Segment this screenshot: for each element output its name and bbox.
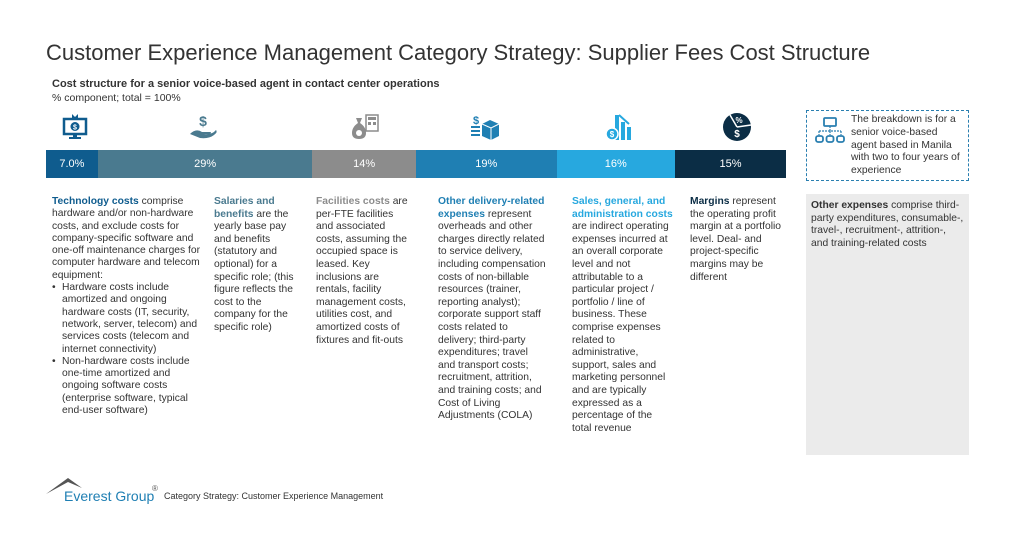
footer: Everest Group ® Category Strategy: Custo… [46,476,446,506]
svg-text:$: $ [610,130,615,139]
other-expenses-box: Other expenses comprise third-party expe… [806,194,969,455]
money-bag-calculator-icon [352,114,379,139]
bar-segment: 15% [675,150,786,178]
chart-unit-note: % component; total = 100% [52,92,181,104]
column-heading: Margins [690,196,730,207]
svg-text:$: $ [199,113,207,129]
svg-text:$: $ [73,125,77,132]
org-chart-icon [815,117,845,143]
column-text: are per-FTE facilities and associated co… [316,196,408,346]
bar-segment: 29% [97,150,313,178]
bullet-item: Hardware costs include amortized and ong… [52,282,207,356]
column-text: represent overheads and other charges di… [438,208,546,422]
brand-logo: Everest Group [64,488,155,504]
column-heading: Technology costs [52,196,139,207]
monitor-dollar-icon: $ [62,114,88,139]
bullet-item: Non-hardware costs include one-time amor… [52,356,207,417]
column-other-delivery: Other delivery-related expenses represen… [438,196,546,423]
chart-subtitle: Cost structure for a senior voice-based … [52,78,440,90]
scope-note: The breakdown is for a senior voice-base… [806,110,969,181]
dollar-box-icon: $ [471,115,500,140]
column-text: represent the operating profit margin at… [690,196,782,283]
column-margins: Margins represent the operating profit m… [690,196,790,284]
column-heading: Salaries and benefits [214,196,275,220]
column-heading: Other delivery-related expenses [438,196,545,220]
svg-text:%: % [735,116,742,125]
column-heading: Facilities costs [316,196,390,207]
other-heading: Other expenses [811,200,889,211]
column-text: are indirect operating expenses incurred… [572,221,669,434]
everest-logo-mountain-icon [46,478,82,494]
svg-text:$: $ [734,129,740,140]
column-text: are the yearly base pay and benefits (st… [214,208,294,333]
bar-segment: 7.0% [46,150,98,178]
page-title: Customer Experience Management Category … [46,40,871,65]
bar-segment: 14% [312,150,416,178]
note-text: The breakdown is for a senior voice-base… [851,114,960,177]
hand-dollar-icon: $ [190,113,217,139]
other-text: comprise third-party expenditures, consu… [811,200,964,249]
footer-text: Category Strategy: Customer Experience M… [164,491,384,501]
registered-mark: ® [152,484,158,493]
column-sga: Sales, general, and administration costs… [572,196,674,435]
column-text: comprise hardware and/or non-hardware co… [52,196,201,281]
chart-dollar-down-icon: $ [605,114,631,141]
bar-segment: 19% [416,150,557,178]
column-heading: Sales, general, and administration costs [572,196,673,220]
percent-dollar-pie-icon: %$ [723,113,752,141]
svg-text:$: $ [473,115,479,127]
column-facilities: Facilities costs are per-FTE facilities … [316,196,411,347]
column-technology-costs: Technology costs comprise hardware and/o… [52,196,207,417]
bar-segment: 16% [556,150,675,178]
column-salaries: Salaries and benefits are the yearly bas… [214,196,306,335]
